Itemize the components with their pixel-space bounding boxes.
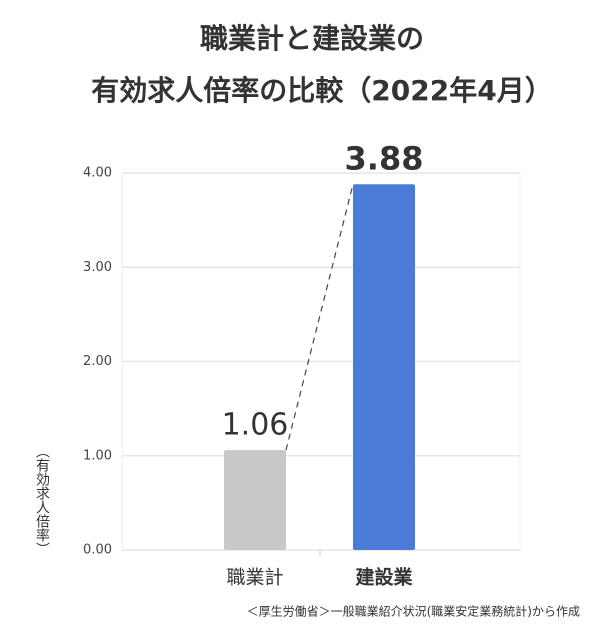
value-label: 3.88: [345, 139, 424, 177]
y-axis-label: （有効求人倍率）: [34, 444, 50, 556]
x-tick-label: 建設業: [355, 566, 413, 589]
bar: [224, 450, 286, 550]
x-tick-label: 職業計: [226, 567, 283, 589]
chart-title: 有効求人倍率の比較（2022年4月）: [91, 74, 552, 107]
chart-title: 職業計と建設業の: [200, 22, 424, 55]
connector: [285, 184, 354, 451]
source-note: ＜厚生労働省＞一般職業紹介状況(職業安定業務統計)から作成: [247, 604, 580, 619]
y-tick-label: 0.00: [83, 543, 112, 558]
y-tick-label: 4.00: [83, 166, 112, 181]
y-tick-label: 2.00: [83, 354, 112, 369]
y-tick-label: 3.00: [83, 260, 112, 275]
bar: [353, 184, 415, 550]
y-tick-label: 1.00: [83, 448, 112, 463]
value-label: 1.06: [222, 408, 289, 443]
